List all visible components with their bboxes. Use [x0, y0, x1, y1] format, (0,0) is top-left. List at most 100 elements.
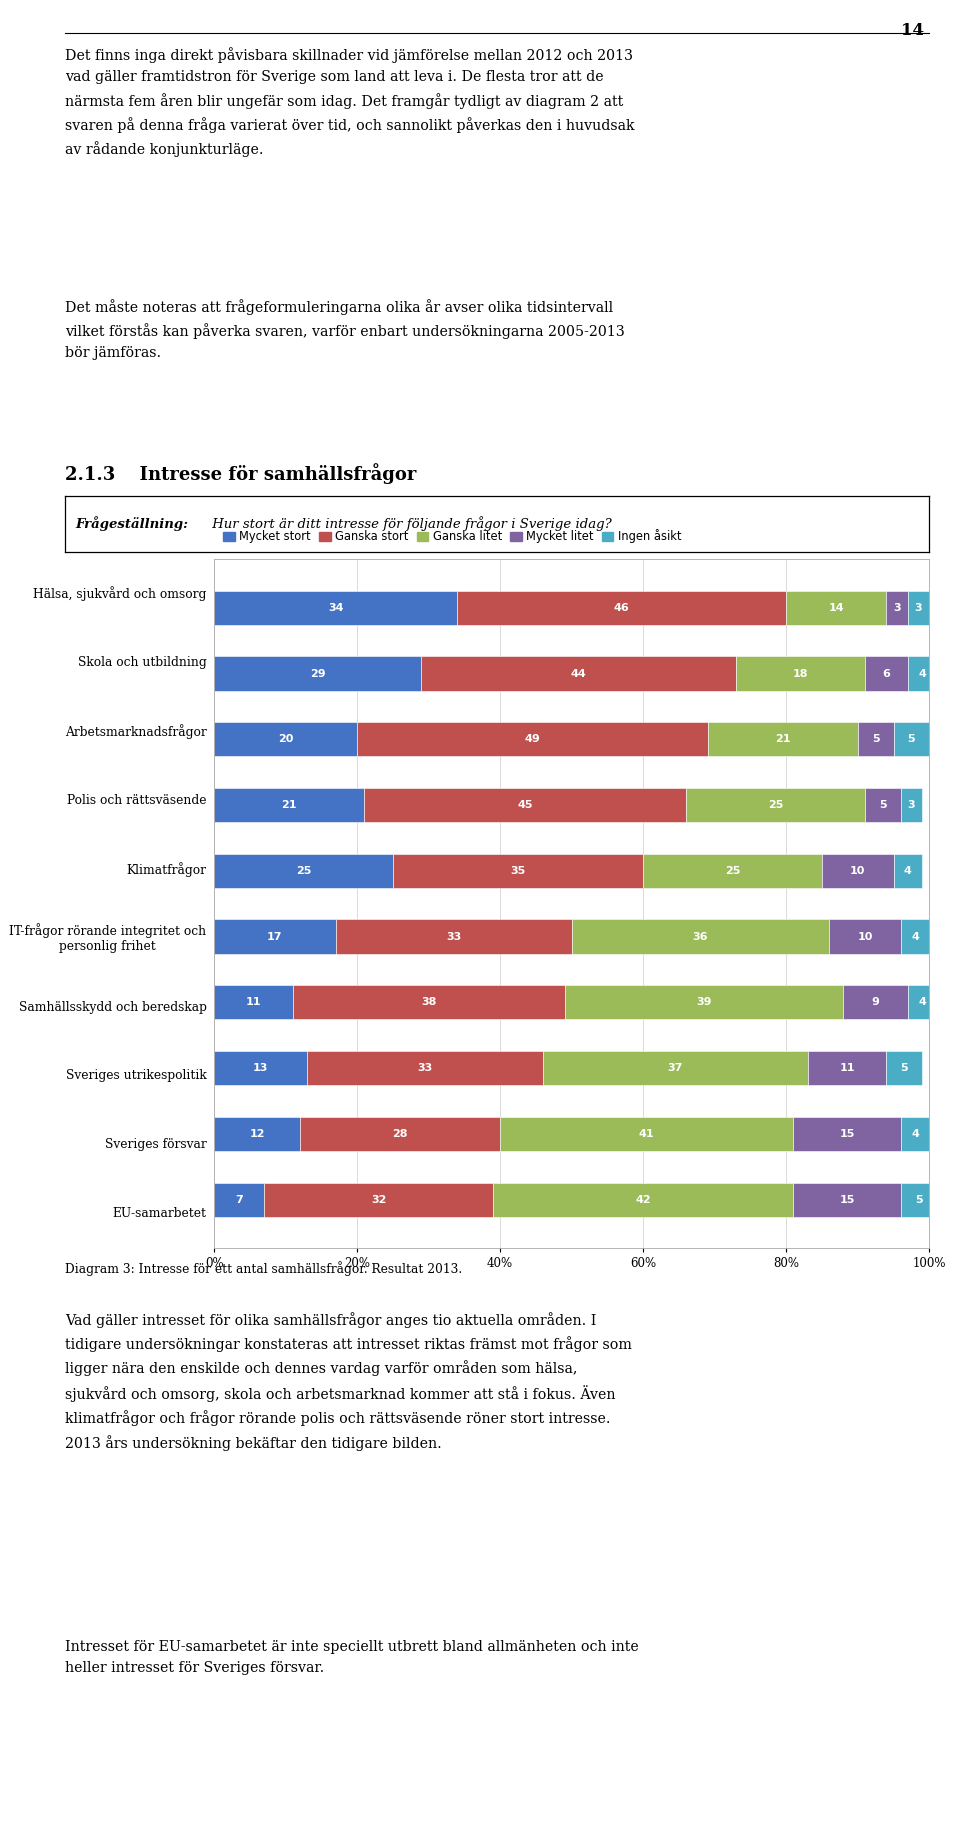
- Bar: [357, 722, 708, 756]
- Text: 3: 3: [915, 603, 923, 612]
- Text: 2.1.3  Intresse för samhällsfrågor: 2.1.3 Intresse för samhällsfrågor: [65, 463, 417, 483]
- Bar: [457, 590, 786, 625]
- Text: 5: 5: [915, 1195, 923, 1204]
- Bar: [336, 920, 571, 953]
- Text: 33: 33: [446, 931, 462, 942]
- Text: 42: 42: [636, 1195, 651, 1204]
- Bar: [543, 1051, 807, 1086]
- Text: 6: 6: [882, 669, 890, 678]
- Text: 13: 13: [252, 1062, 268, 1073]
- Bar: [886, 1051, 923, 1086]
- Bar: [571, 920, 829, 953]
- Text: 4: 4: [911, 931, 919, 942]
- Text: 15: 15: [839, 1195, 854, 1204]
- Bar: [858, 722, 894, 756]
- Text: 4: 4: [918, 669, 926, 678]
- Bar: [822, 855, 894, 887]
- Text: 5: 5: [879, 800, 887, 811]
- Text: Sveriges försvar: Sveriges försvar: [105, 1139, 206, 1152]
- Text: 25: 25: [296, 865, 311, 876]
- Text: 11: 11: [246, 997, 261, 1008]
- Bar: [894, 722, 929, 756]
- Bar: [300, 1117, 500, 1152]
- Bar: [829, 920, 900, 953]
- Text: 35: 35: [511, 865, 526, 876]
- Text: 44: 44: [571, 669, 587, 678]
- Text: 3: 3: [907, 800, 915, 811]
- Text: EU-samarbetet: EU-samarbetet: [112, 1208, 206, 1221]
- Text: 4: 4: [904, 865, 912, 876]
- Text: 32: 32: [371, 1195, 386, 1204]
- Bar: [686, 787, 865, 822]
- Legend: Mycket stort, Ganska stort, Ganska litet, Mycket litet, Ingen åsikt: Mycket stort, Ganska stort, Ganska litet…: [220, 527, 685, 547]
- Bar: [793, 1117, 900, 1152]
- Text: 14: 14: [900, 22, 924, 38]
- Bar: [214, 855, 393, 887]
- Bar: [708, 722, 858, 756]
- Text: 18: 18: [793, 669, 808, 678]
- Bar: [900, 1182, 936, 1217]
- Bar: [865, 656, 908, 691]
- Bar: [786, 590, 886, 625]
- Bar: [264, 1182, 493, 1217]
- Text: Klimatfrågor: Klimatfrågor: [127, 862, 206, 876]
- Bar: [214, 722, 357, 756]
- Text: 15: 15: [839, 1130, 854, 1139]
- Bar: [908, 656, 936, 691]
- Bar: [908, 590, 929, 625]
- Bar: [900, 787, 923, 822]
- Text: 28: 28: [393, 1130, 408, 1139]
- Text: 3: 3: [894, 603, 900, 612]
- Text: Diagram 3: Intresse för ett antal samhällsfrågor. Resultat 2013.: Diagram 3: Intresse för ett antal samhäl…: [65, 1261, 463, 1275]
- Bar: [214, 590, 457, 625]
- Bar: [493, 1182, 793, 1217]
- Text: 49: 49: [524, 734, 540, 745]
- Bar: [214, 656, 421, 691]
- Bar: [307, 1051, 543, 1086]
- Text: 39: 39: [696, 997, 711, 1008]
- Bar: [293, 986, 564, 1020]
- Bar: [908, 986, 936, 1020]
- Text: 33: 33: [418, 1062, 433, 1073]
- Text: 4: 4: [918, 997, 926, 1008]
- Bar: [214, 787, 364, 822]
- Bar: [900, 920, 929, 953]
- Bar: [214, 986, 293, 1020]
- Text: 25: 25: [725, 865, 740, 876]
- Text: 5: 5: [900, 1062, 908, 1073]
- Text: 7: 7: [235, 1195, 243, 1204]
- Text: Skola och utbildning: Skola och utbildning: [78, 656, 206, 669]
- Text: 29: 29: [310, 669, 325, 678]
- Text: Arbetsmarknadsfrågor: Arbetsmarknadsfrågor: [64, 723, 206, 740]
- Bar: [393, 855, 643, 887]
- Text: 38: 38: [420, 997, 437, 1008]
- Text: 21: 21: [281, 800, 297, 811]
- Text: 21: 21: [775, 734, 790, 745]
- Text: Hälsa, sjukvård och omsorg: Hälsa, sjukvård och omsorg: [33, 587, 206, 601]
- Bar: [643, 855, 822, 887]
- Text: 9: 9: [872, 997, 879, 1008]
- Bar: [214, 1051, 307, 1086]
- Text: Det måste noteras att frågeformuleringarna olika år avser olika tidsintervall
vi: Det måste noteras att frågeformuleringar…: [65, 299, 625, 361]
- Text: IT-frågor rörande integritet och
personlig frihet: IT-frågor rörande integritet och personl…: [10, 924, 206, 953]
- Text: 17: 17: [267, 931, 282, 942]
- Text: 10: 10: [850, 865, 866, 876]
- Text: 34: 34: [328, 603, 344, 612]
- Text: 12: 12: [250, 1130, 265, 1139]
- Bar: [500, 1117, 793, 1152]
- Bar: [564, 986, 844, 1020]
- Text: Det finns inga direkt påvisbara skillnader vid jämförelse mellan 2012 och 2013
v: Det finns inga direkt påvisbara skillnad…: [65, 47, 635, 157]
- Bar: [865, 787, 900, 822]
- Text: 25: 25: [768, 800, 783, 811]
- Text: 45: 45: [517, 800, 533, 811]
- Text: 20: 20: [277, 734, 294, 745]
- Text: Polis och rättsväsende: Polis och rättsväsende: [67, 794, 206, 807]
- Bar: [214, 1182, 264, 1217]
- Bar: [886, 590, 908, 625]
- Text: Samhällsskydd och beredskap: Samhällsskydd och beredskap: [18, 1000, 206, 1013]
- Text: 4: 4: [911, 1130, 919, 1139]
- Text: Sveriges utrikespolitik: Sveriges utrikespolitik: [65, 1070, 206, 1082]
- Text: Hur stort är ditt intresse för följande frågor i Sverige idag?: Hur stort är ditt intresse för följande …: [207, 516, 612, 532]
- Bar: [421, 656, 736, 691]
- Bar: [894, 855, 923, 887]
